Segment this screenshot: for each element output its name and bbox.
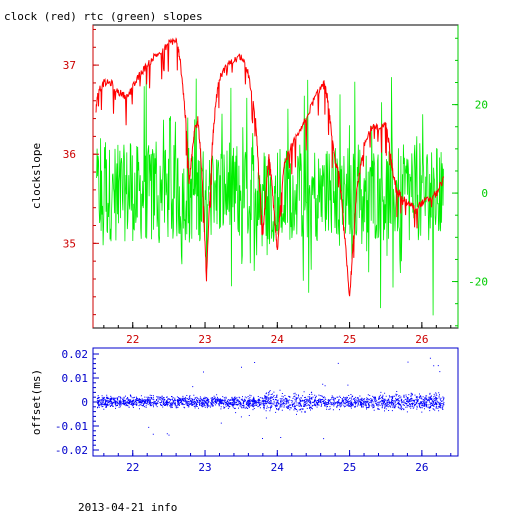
offset-y-tick-label: -0.02 [55,444,88,457]
slopes-right-tick-label: 20 [475,99,488,112]
offset-x-tick-label: 26 [415,461,428,474]
rtc-slope-series [96,75,444,316]
slopes-left-tick-label: 36 [63,148,76,161]
slopes-y-axis-label: clockslope [30,143,43,209]
offset-x-tick-label: 22 [126,461,139,474]
slopes-right-tick-label: 0 [481,187,488,200]
slopes-right-tick-label: -20 [468,276,488,289]
offset-y-tick-label: 0.02 [62,348,89,361]
offset-chart: offset(ms) 22 23 24 25 26 0.02 0.01 0 -0.01 -0.02 [30,347,459,474]
offset-y-tick-label: 0 [81,396,88,409]
offset-y-axis-label: offset(ms) [30,369,43,435]
offset-points [96,357,445,440]
offset-x-tick-label: 23 [198,461,211,474]
slopes-left-tick-label: 35 [63,237,76,250]
clock-slope-series [95,37,444,297]
slopes-x-tick-label: 25 [343,333,356,346]
offset-x-tick-label: 24 [271,461,285,474]
slopes-x-tick-label: 22 [126,333,139,346]
chart-title: clock (red) rtc (green) slopes [4,10,203,23]
slopes-axes: 22 23 24 25 26 35 36 37 -20 0 20 [63,25,488,346]
offset-y-tick-label: 0.01 [62,372,89,385]
offset-x-tick-label: 25 [343,461,356,474]
rtc-slope-line [96,75,444,316]
slopes-x-tick-label: 24 [271,333,285,346]
offset-series [96,357,445,440]
footer-label: 2013-04-21 info [78,501,177,512]
clock-slope-line [95,37,444,297]
slopes-x-tick-label: 26 [415,333,428,346]
slopes-left-tick-label: 37 [63,59,76,72]
offset-y-tick-label: -0.01 [55,420,88,433]
slopes-chart: clockslope 22 23 24 25 26 35 36 37 -20 0 20 [30,24,488,346]
slopes-x-tick-label: 23 [198,333,211,346]
offset-axes: 22 23 24 25 26 0.02 0.01 0 -0.01 -0.02 [55,348,452,474]
